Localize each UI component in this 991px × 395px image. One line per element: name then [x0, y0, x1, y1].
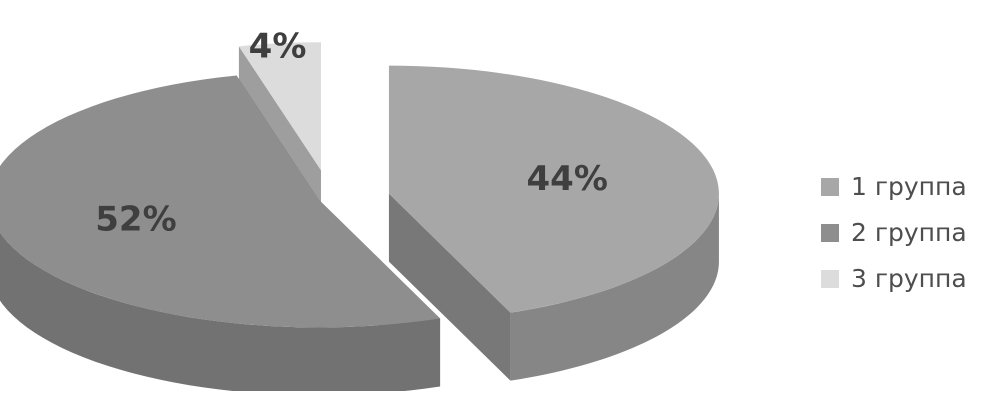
data-label-group-3: 4%	[249, 27, 307, 67]
pie-slice-1	[388, 65, 719, 313]
pie-slice-2	[0, 75, 441, 328]
legend-swatch-group-3	[821, 270, 839, 288]
data-label-group-2: 52%	[95, 200, 176, 240]
pie-slice-2-side	[0, 232, 441, 395]
pie-slice-1-wall-end	[388, 193, 511, 381]
legend-swatch-group-2	[821, 224, 839, 242]
legend-item-group-1: 1 группа	[821, 168, 989, 214]
legend-label-group-1: 1 группа	[851, 172, 967, 201]
legend-label-group-3: 3 группа	[851, 264, 967, 293]
pie-slice-1-side	[510, 193, 719, 381]
legend-item-group-3: 3 группа	[821, 260, 989, 306]
legend-label-group-2: 2 группа	[851, 218, 967, 247]
legend-swatch-group-1	[821, 178, 839, 196]
pie-slice-3	[238, 42, 321, 171]
data-label-group-1: 44%	[527, 159, 608, 199]
legend-item-group-2: 2 группа	[821, 214, 989, 260]
chart-legend: 1 группа 2 группа 3 группа	[821, 168, 989, 306]
